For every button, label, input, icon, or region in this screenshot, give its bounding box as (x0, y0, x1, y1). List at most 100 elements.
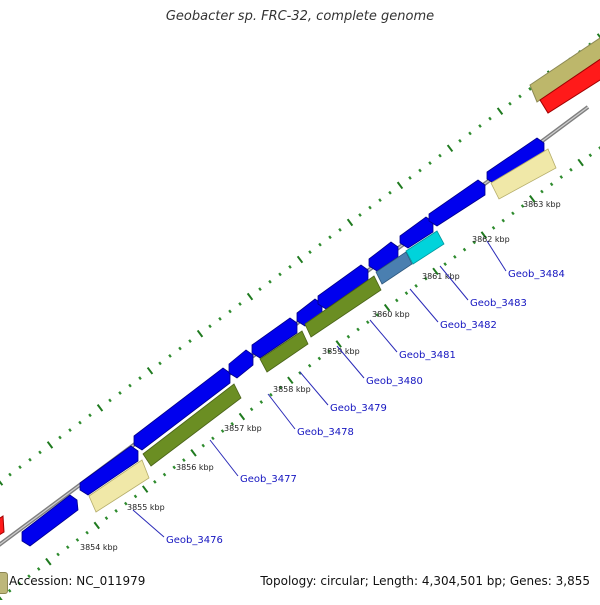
minor-tick (443, 262, 447, 266)
scale-label: 3861 kbp (422, 272, 460, 281)
genome-summary-text: Topology: circular; Length: 4,304,501 bp… (260, 574, 590, 588)
minor-tick (438, 153, 442, 158)
gene-leader-line (409, 288, 439, 323)
minor-tick (172, 465, 176, 470)
cds-arrow[interactable] (228, 349, 254, 379)
minor-tick (36, 567, 41, 571)
major-tick (238, 412, 246, 421)
minor-tick (540, 189, 544, 194)
minor-tick (288, 265, 292, 269)
legend-swatch[interactable] (0, 572, 8, 594)
minor-tick (368, 205, 372, 210)
minor-tick (85, 530, 89, 535)
minor-tick (65, 545, 70, 550)
gene-label[interactable]: Geob_3483 (470, 298, 527, 309)
cds-arrow[interactable] (79, 445, 139, 496)
minor-tick (328, 235, 332, 240)
minor-tick (356, 327, 360, 332)
minor-tick (388, 190, 392, 195)
minor-tick (338, 227, 342, 232)
minor-tick (208, 324, 212, 329)
minor-tick (365, 320, 370, 325)
cds-arrow[interactable] (428, 179, 486, 227)
minor-tick (56, 552, 60, 557)
scale-label: 3857 kbp (224, 424, 262, 433)
cds-arrow[interactable] (133, 367, 231, 451)
cds-pale-feature[interactable] (490, 148, 557, 200)
cds-arrow[interactable] (399, 216, 434, 249)
major-tick (480, 231, 488, 239)
minor-tick (182, 458, 186, 462)
major-tick (383, 303, 391, 312)
cds-arrow[interactable] (21, 494, 79, 547)
major-tick (287, 376, 294, 385)
minor-tick (17, 581, 22, 586)
cds-steel-feature[interactable] (375, 251, 413, 285)
gene-label[interactable]: Geob_3479 (330, 403, 387, 414)
rna-feature-red-left[interactable] (0, 515, 5, 538)
cds-green-feature[interactable] (259, 330, 309, 373)
major-tick (529, 195, 536, 203)
minor-tick (424, 276, 428, 281)
gene-label[interactable]: Geob_3481 (399, 350, 456, 361)
minor-tick (75, 538, 80, 542)
minor-tick (138, 376, 142, 381)
major-tick (335, 340, 342, 348)
minor-tick (218, 316, 222, 321)
minor-tick (378, 198, 382, 203)
minor-tick (108, 398, 112, 403)
khaki-feature[interactable] (529, 37, 600, 103)
minor-tick (158, 361, 162, 366)
minor-tick (268, 279, 272, 284)
minor-tick (404, 291, 409, 296)
cds-green-feature[interactable] (304, 275, 382, 338)
cds-pale-feature[interactable] (88, 459, 150, 513)
minor-tick (307, 363, 312, 368)
major-tick (141, 485, 149, 493)
major-tick (577, 158, 584, 167)
minor-tick (278, 385, 283, 390)
gene-label[interactable]: Geob_3476 (166, 535, 223, 546)
gene-label[interactable]: Geob_3477 (240, 474, 297, 485)
gene-label[interactable]: Geob_3484 (508, 269, 565, 280)
rna-feature-red[interactable] (539, 58, 600, 114)
cds-green-feature[interactable] (142, 383, 242, 467)
gene-label[interactable]: Geob_3478 (297, 427, 354, 438)
minor-tick (68, 428, 72, 432)
minor-tick (549, 182, 554, 187)
accession-text: Accession: NC_011979 (9, 574, 146, 588)
minor-tick (104, 516, 109, 521)
minor-tick (28, 457, 32, 462)
gene-leader-line (336, 345, 365, 379)
major-tick (496, 107, 504, 115)
minor-tick (518, 94, 522, 99)
minor-tick (308, 250, 312, 254)
minor-tick (133, 494, 138, 499)
forward-cds-track (21, 137, 545, 547)
major-tick (196, 329, 204, 338)
scale-label: 3858 kbp (273, 385, 311, 394)
minor-tick (501, 218, 506, 223)
minor-tick (258, 287, 262, 292)
map-title: Geobacter sp. FRC-32, complete genome (165, 9, 435, 24)
gene-label[interactable]: Geob_3480 (366, 376, 423, 387)
cds-cyan-feature[interactable] (405, 230, 445, 265)
minor-tick (114, 509, 118, 513)
minor-tick (18, 465, 22, 470)
minor-tick (298, 371, 302, 375)
minor-tick (238, 302, 242, 306)
minor-tick (472, 240, 476, 245)
minor-tick (118, 391, 122, 395)
major-tick (396, 181, 404, 190)
major-tick (432, 267, 439, 276)
scale-label: 3855 kbp (127, 503, 165, 512)
gene-label[interactable]: Geob_3482 (440, 320, 497, 331)
kbp-scale-labels: 3854 kbp 3855 kbp 3856 kbp 3857 kbp 3858 kbp… (80, 200, 561, 552)
reverse-cds-track (88, 148, 557, 513)
cds-arrow[interactable] (251, 317, 298, 359)
minor-tick (201, 443, 206, 448)
minor-tick (78, 420, 82, 425)
minor-tick (414, 284, 418, 288)
